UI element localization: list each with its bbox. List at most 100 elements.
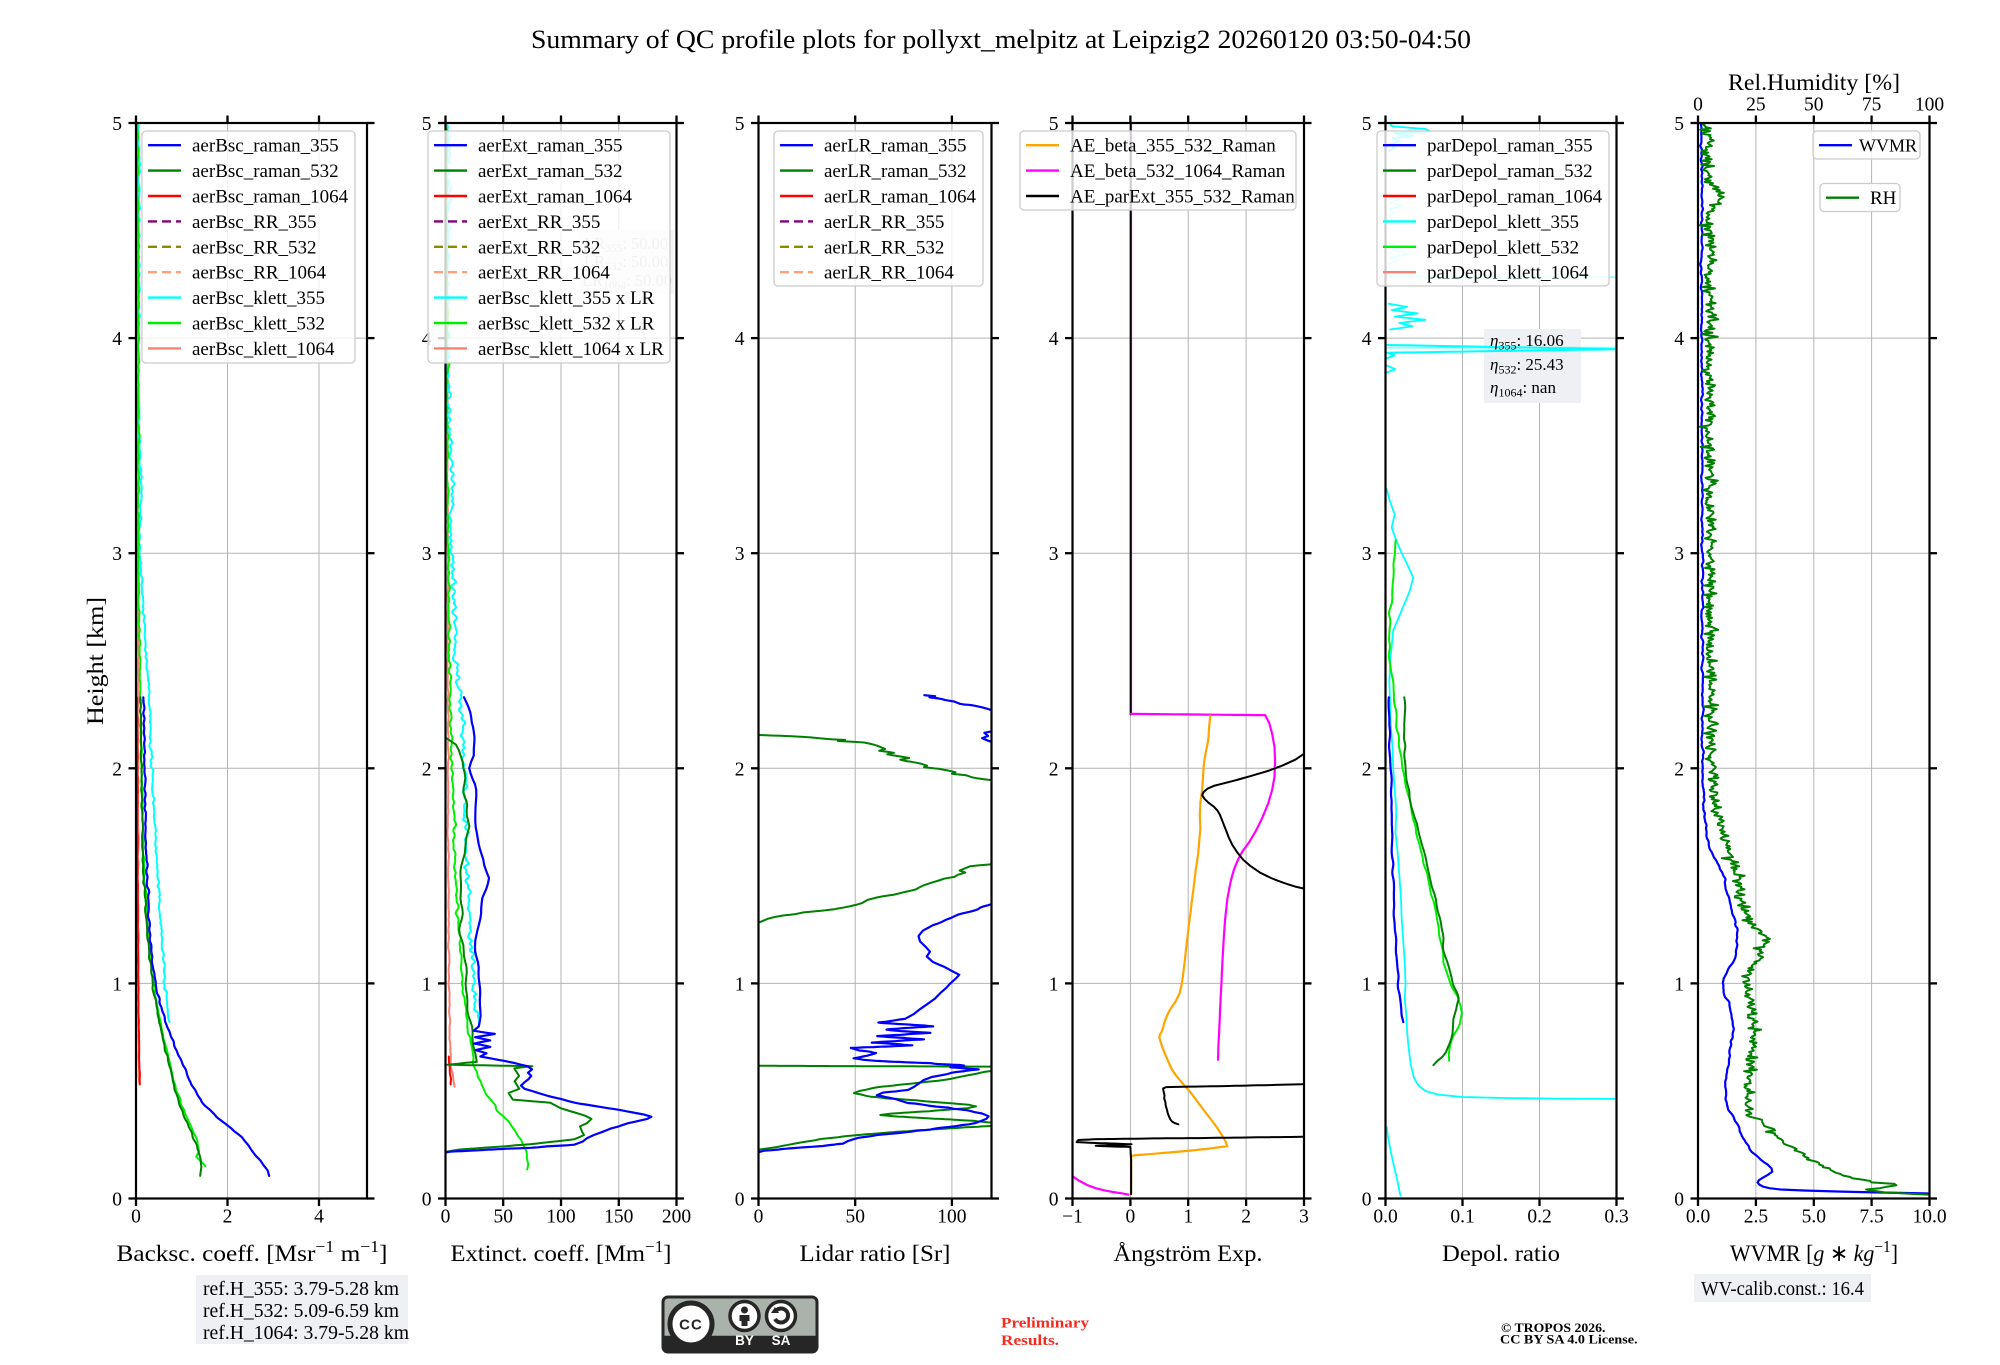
svg-text:2: 2: [1362, 759, 1372, 780]
svg-text:aerLR_RR_355: aerLR_RR_355: [824, 212, 944, 233]
svg-text:0: 0: [1049, 1190, 1059, 1211]
svg-text:aerBsc_klett_532: aerBsc_klett_532: [192, 314, 325, 335]
svg-text:10.0: 10.0: [1912, 1207, 1946, 1228]
svg-text:0: 0: [131, 1207, 141, 1228]
svg-text:0.1: 0.1: [1450, 1207, 1474, 1228]
svg-text:aerBsc_klett_532 x LR: aerBsc_klett_532 x LR: [478, 314, 655, 335]
svg-text:1: 1: [112, 974, 122, 995]
svg-text:ref.H_355: 3.79-5.28 km: ref.H_355: 3.79-5.28 km: [203, 1279, 399, 1300]
svg-text:4: 4: [422, 329, 432, 350]
svg-text:aerExt_RR_355: aerExt_RR_355: [478, 212, 600, 233]
svg-text:Rel.Humidity [%]: Rel.Humidity [%]: [1728, 70, 1900, 96]
svg-text:© TROPOS 2026.: © TROPOS 2026.: [1501, 1321, 1606, 1335]
svg-text:AE_beta_355_532_Raman: AE_beta_355_532_Raman: [1070, 136, 1276, 157]
svg-text:5.0: 5.0: [1802, 1207, 1826, 1228]
svg-text:aerBsc_RR_532: aerBsc_RR_532: [192, 237, 317, 258]
svg-text:−1: −1: [1062, 1207, 1083, 1228]
svg-text:1: 1: [1674, 974, 1684, 995]
svg-text:BY: BY: [735, 1333, 754, 1348]
svg-text:4: 4: [314, 1207, 324, 1228]
svg-text:0.2: 0.2: [1527, 1207, 1551, 1228]
svg-text:Ångström Exp.: Ångström Exp.: [1114, 1241, 1263, 1267]
svg-text:SA: SA: [772, 1333, 791, 1348]
svg-text:3: 3: [112, 544, 122, 565]
svg-text:2: 2: [223, 1207, 233, 1228]
svg-text:4: 4: [1049, 329, 1059, 350]
svg-text:parDepol_klett_355: parDepol_klett_355: [1427, 212, 1579, 233]
svg-text:aerBsc_raman_355: aerBsc_raman_355: [192, 136, 339, 157]
svg-text:1: 1: [422, 974, 432, 995]
svg-text:3: 3: [1674, 544, 1684, 565]
svg-text:0: 0: [754, 1207, 764, 1228]
svg-text:ref.H_1064: 3.79-5.28 km: ref.H_1064: 3.79-5.28 km: [203, 1323, 409, 1344]
svg-text:CC: CC: [679, 1317, 703, 1334]
svg-text:aerBsc_klett_1064 x LR: aerBsc_klett_1064 x LR: [478, 339, 664, 360]
svg-text:Results.: Results.: [1001, 1333, 1059, 1349]
svg-text:η355: 16.06: η355: 16.06: [1490, 331, 1564, 353]
svg-text:2: 2: [1674, 759, 1684, 780]
svg-text:WVMR: WVMR: [1859, 136, 1917, 156]
svg-text:2: 2: [1049, 759, 1059, 780]
svg-text:aerExt_RR_1064: aerExt_RR_1064: [478, 263, 610, 284]
svg-text:Lidar ratio [Sr]: Lidar ratio [Sr]: [800, 1241, 951, 1267]
svg-text:WVMR [g ∗ kg−1]: WVMR [g ∗ kg−1]: [1730, 1237, 1898, 1268]
svg-text:2: 2: [735, 759, 745, 780]
svg-text:3: 3: [735, 544, 745, 565]
svg-text:η532: 25.43: η532: 25.43: [1490, 355, 1564, 377]
svg-text:3: 3: [422, 544, 432, 565]
svg-text:7.5: 7.5: [1859, 1207, 1883, 1228]
svg-text:50: 50: [845, 1207, 865, 1228]
svg-text:50: 50: [1804, 95, 1824, 116]
svg-text:1: 1: [735, 974, 745, 995]
svg-text:aerBsc_klett_355 x LR: aerBsc_klett_355 x LR: [478, 288, 655, 309]
svg-text:100: 100: [937, 1207, 966, 1228]
svg-text:aerExt_raman_355: aerExt_raman_355: [478, 136, 623, 157]
svg-text:0: 0: [441, 1207, 451, 1228]
svg-text:aerLR_raman_1064: aerLR_raman_1064: [824, 187, 976, 208]
svg-text:aerLR_RR_1064: aerLR_RR_1064: [824, 263, 954, 284]
svg-text:5: 5: [1674, 114, 1684, 135]
svg-text:5: 5: [735, 114, 745, 135]
svg-text:aerBsc_raman_1064: aerBsc_raman_1064: [192, 187, 349, 208]
svg-text:5: 5: [1362, 114, 1372, 135]
svg-text:Depol. ratio: Depol. ratio: [1442, 1241, 1560, 1267]
svg-text:aerBsc_RR_1064: aerBsc_RR_1064: [192, 263, 327, 284]
svg-text:Summary of QC profile plots fo: Summary of QC profile plots for pollyxt_…: [531, 24, 1471, 54]
svg-text:3: 3: [1049, 544, 1059, 565]
svg-text:4: 4: [735, 329, 745, 350]
svg-text:Preliminary: Preliminary: [1001, 1316, 1090, 1332]
svg-text:4: 4: [1674, 329, 1684, 350]
svg-text:5: 5: [422, 114, 432, 135]
svg-text:parDepol_raman_532: parDepol_raman_532: [1427, 161, 1593, 182]
svg-text:parDepol_raman_355: parDepol_raman_355: [1427, 136, 1593, 157]
svg-text:aerBsc_RR_355: aerBsc_RR_355: [192, 212, 317, 233]
svg-text:2: 2: [422, 759, 432, 780]
svg-text:aerBsc_klett_355: aerBsc_klett_355: [192, 288, 325, 309]
svg-text:AE_parExt_355_532_Raman: AE_parExt_355_532_Raman: [1070, 187, 1295, 208]
svg-text:0: 0: [1674, 1190, 1684, 1211]
svg-text:0.0: 0.0: [1686, 1207, 1710, 1228]
svg-text:0: 0: [112, 1190, 122, 1211]
svg-text:parDepol_klett_532: parDepol_klett_532: [1427, 237, 1579, 258]
svg-text:aerLR_raman_355: aerLR_raman_355: [824, 136, 966, 157]
svg-text:parDepol_raman_1064: parDepol_raman_1064: [1427, 187, 1603, 208]
svg-text:75: 75: [1862, 95, 1882, 116]
svg-text:aerExt_raman_532: aerExt_raman_532: [478, 161, 623, 182]
svg-text:aerBsc_klett_1064: aerBsc_klett_1064: [192, 339, 335, 360]
svg-text:0.3: 0.3: [1604, 1207, 1628, 1228]
svg-text:0: 0: [1693, 95, 1703, 116]
svg-text:0: 0: [1126, 1207, 1136, 1228]
svg-text:1: 1: [1183, 1207, 1193, 1228]
svg-text:2: 2: [112, 759, 122, 780]
svg-text:1: 1: [1362, 974, 1372, 995]
svg-text:aerExt_raman_1064: aerExt_raman_1064: [478, 187, 633, 208]
svg-text:0: 0: [1362, 1190, 1372, 1211]
svg-text:150: 150: [604, 1207, 633, 1228]
svg-text:0.0: 0.0: [1373, 1207, 1397, 1228]
svg-text:aerLR_raman_532: aerLR_raman_532: [824, 161, 966, 182]
svg-text:50: 50: [493, 1207, 513, 1228]
svg-text:CC BY SA 4.0 License.: CC BY SA 4.0 License.: [1500, 1333, 1638, 1347]
svg-text:0: 0: [735, 1190, 745, 1211]
svg-text:η1064: nan: η1064: nan: [1490, 378, 1556, 400]
svg-text:4: 4: [112, 329, 122, 350]
